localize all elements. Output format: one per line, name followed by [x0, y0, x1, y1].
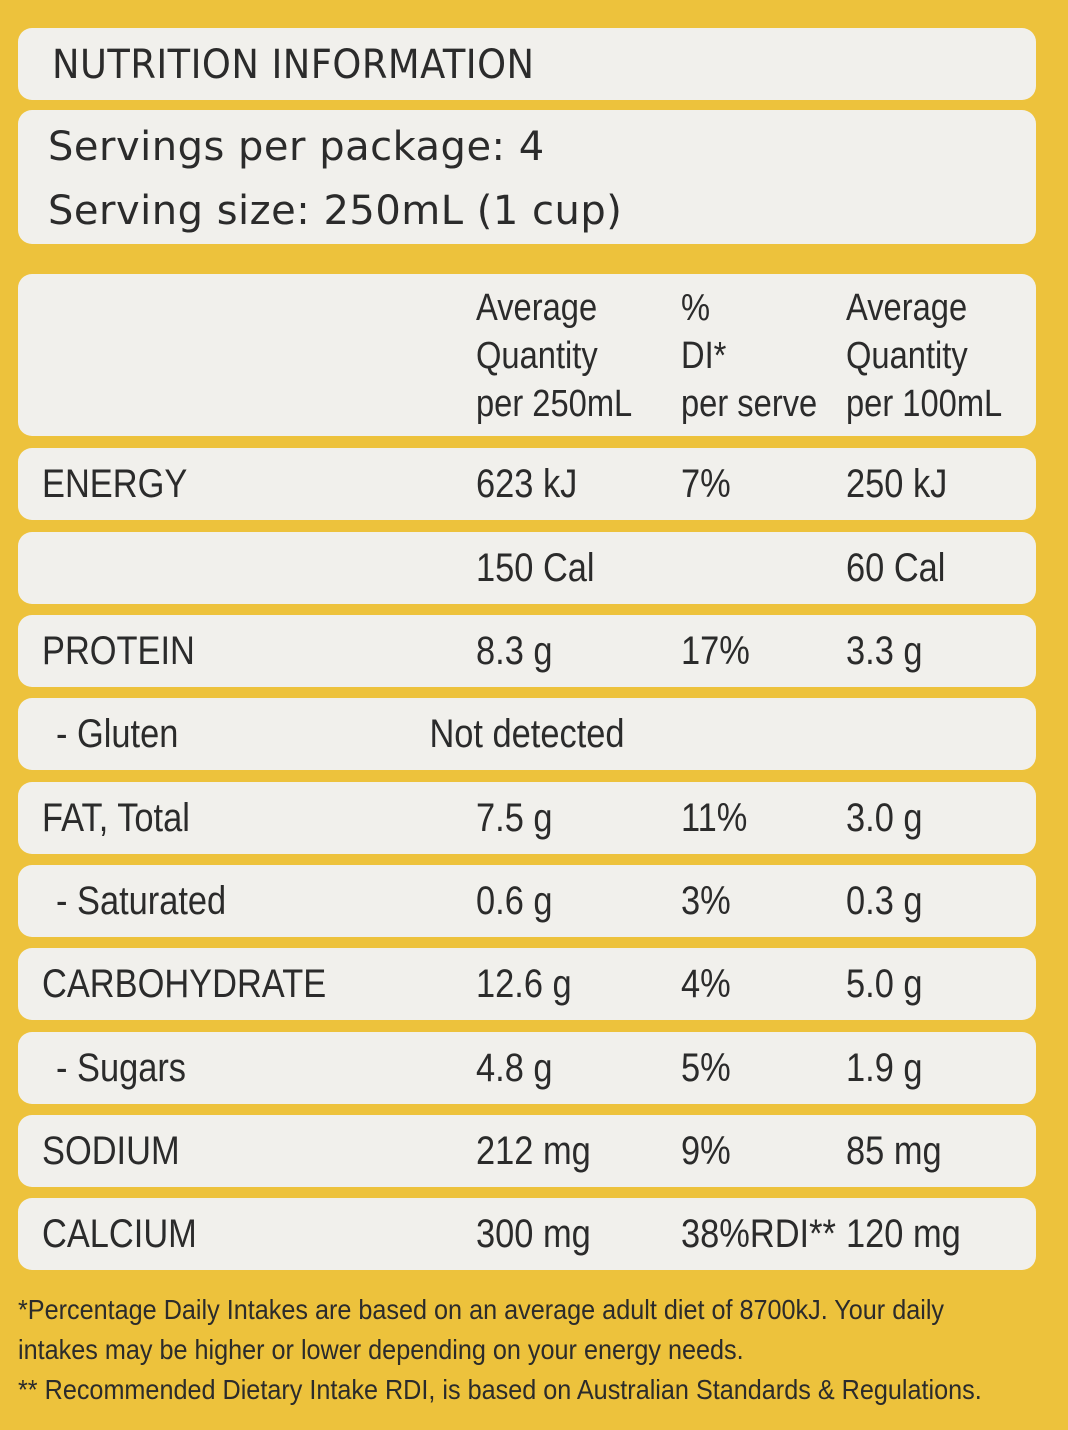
table-row-energy-cal: 150 Cal 60 Cal [18, 532, 1036, 604]
per-100ml-value: 60 Cal [846, 546, 946, 590]
di-value: 5% [681, 1046, 731, 1090]
title-panel: NUTRITION INFORMATION [18, 28, 1036, 100]
table-row-sugars: - Sugars 4.8 g 5% 1.9 g [18, 1032, 1036, 1104]
column-header-line: per serve [681, 383, 818, 425]
column-header-panel: Average Quantity per 250mL % DI* per ser… [18, 274, 1036, 436]
per-serve-value: 12.6 g [476, 962, 572, 1006]
table-row-sodium: SODIUM 212 mg 9% 85 mg [18, 1115, 1036, 1187]
di-value: 3% [681, 879, 731, 923]
column-header-line: DI* [681, 335, 727, 377]
per-100ml-value: 3.3 g [846, 629, 923, 673]
serving-size: Serving size: 250mL (1 cup) [48, 188, 623, 234]
table-row-energy: ENERGY 623 kJ 7% 250 kJ [18, 448, 1036, 520]
di-value: 9% [681, 1129, 731, 1173]
per-serve-value: 300 mg [476, 1212, 591, 1256]
per-100ml-value: 3.0 g [846, 796, 923, 840]
di-value: 11% [681, 796, 748, 840]
serving-info-panel: Servings per package: 4 Serving size: 25… [18, 110, 1036, 244]
row-label: ENERGY [42, 462, 188, 506]
per-100ml-value: 85 mg [846, 1129, 942, 1173]
per-100ml-value: 5.0 g [846, 962, 923, 1006]
page-title: NUTRITION INFORMATION [52, 42, 535, 88]
column-header-line: per 100mL [846, 383, 1003, 425]
per-serve-value: 0.6 g [476, 879, 553, 923]
footnote-di-continued: intakes may be higher or lower depending… [18, 1334, 744, 1365]
table-row-saturated: - Saturated 0.6 g 3% 0.3 g [18, 865, 1036, 937]
footnote-di: *Percentage Daily Intakes are based on a… [18, 1294, 945, 1325]
row-label: - Saturated [56, 879, 227, 923]
column-header-line: per 250mL [476, 383, 633, 425]
table-row-fat-total: FAT, Total 7.5 g 11% 3.0 g [18, 782, 1036, 854]
row-label: - Sugars [56, 1046, 187, 1090]
column-header-line: % [681, 287, 711, 329]
column-header-di: % DI* per serve [681, 284, 817, 428]
di-value: 7% [681, 462, 731, 506]
row-label: CARBOHYDRATE [42, 962, 327, 1006]
column-header-line: Quantity [846, 335, 968, 377]
table-row-carbohydrate: CARBOHYDRATE 12.6 g 4% 5.0 g [18, 948, 1036, 1020]
column-header-per-100: Average Quantity per 100mL [846, 284, 1002, 428]
per-100ml-value: 120 mg [846, 1212, 961, 1256]
gluten-value: Not detected [429, 712, 625, 756]
column-header-line: Average [476, 287, 598, 329]
row-label: FAT, Total [42, 796, 190, 840]
per-100ml-value: 0.3 g [846, 879, 923, 923]
row-label: PROTEIN [42, 629, 195, 673]
per-100ml-value: 250 kJ [846, 462, 948, 506]
column-header-line: Quantity [476, 335, 598, 377]
row-label: SODIUM [42, 1129, 180, 1173]
servings-per-package: Servings per package: 4 [48, 124, 545, 170]
per-serve-value: 623 kJ [476, 462, 578, 506]
table-row-calcium: CALCIUM 300 mg 38%RDI** 120 mg [18, 1198, 1036, 1270]
column-header-line: Average [846, 287, 968, 329]
per-100ml-value: 1.9 g [846, 1046, 923, 1090]
per-serve-value: 4.8 g [476, 1046, 553, 1090]
di-value: 38%RDI** [681, 1212, 836, 1256]
footnote-rdi: ** Recommended Dietary Intake RDI, is ba… [18, 1374, 982, 1405]
per-serve-value: 8.3 g [476, 629, 553, 673]
di-value: 17% [681, 629, 750, 673]
column-header-per-serve: Average Quantity per 250mL [476, 284, 632, 428]
table-row-protein: PROTEIN 8.3 g 17% 3.3 g [18, 615, 1036, 687]
row-label: - Gluten [56, 712, 179, 756]
per-serve-value: 150 Cal [476, 546, 595, 590]
di-value: 4% [681, 962, 731, 1006]
per-serve-value: 212 mg [476, 1129, 591, 1173]
per-serve-value: 7.5 g [476, 796, 553, 840]
row-label: CALCIUM [42, 1212, 197, 1256]
table-row-gluten: - Gluten Not detected [18, 698, 1036, 770]
